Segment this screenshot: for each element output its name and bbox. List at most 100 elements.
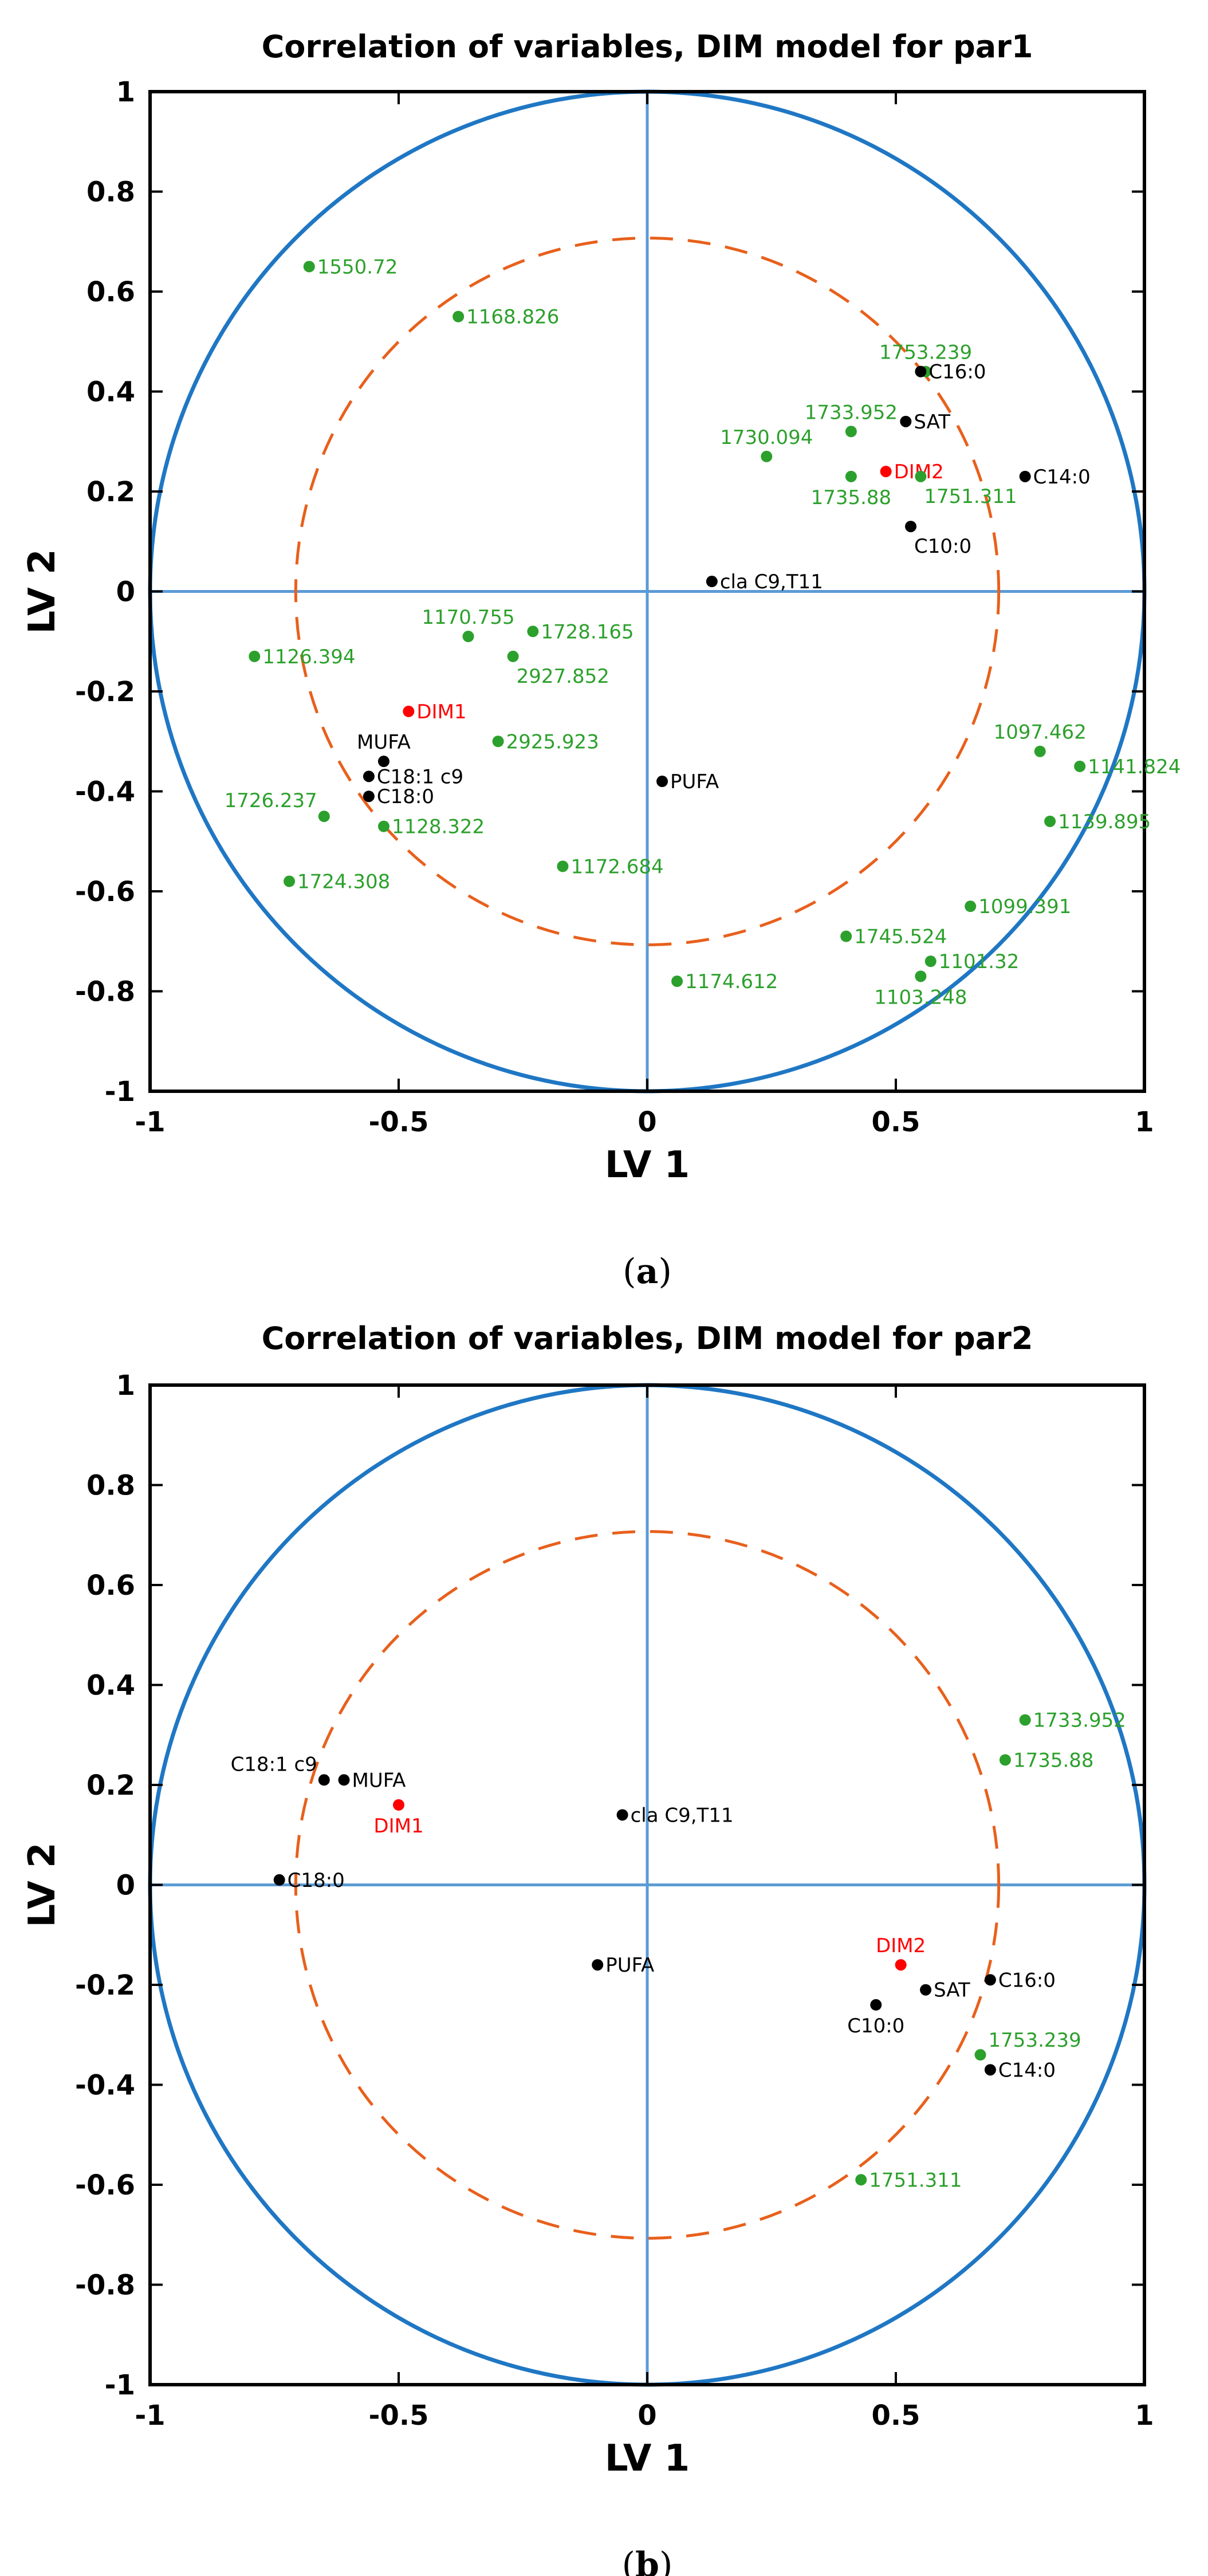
y-tick-label: 0.2: [86, 476, 135, 508]
point-wavenumber: [492, 736, 504, 748]
point-label: SAT: [914, 411, 950, 434]
point-label: cla C9,T11: [720, 571, 823, 593]
point-label: 1733.952: [1033, 1709, 1126, 1732]
point-label: C18:1 c9: [231, 1753, 317, 1776]
point-dummy: [895, 1959, 907, 1971]
point-variable: [984, 1974, 996, 1986]
point-variable: [905, 521, 917, 533]
point-label: 1141.824: [1088, 756, 1181, 778]
point-label: C16:0: [998, 1969, 1056, 1992]
point-variable: [273, 1874, 285, 1886]
point-label: 1735.88: [811, 486, 892, 509]
point-wavenumber: [924, 955, 937, 968]
point-label: 1735.88: [1013, 1749, 1094, 1772]
point-label: 1174.612: [685, 970, 778, 993]
y-tick-label: -0.8: [75, 976, 135, 1008]
point-label: 1753.239: [989, 2029, 1081, 2052]
point-wavenumber: [318, 811, 330, 823]
point-wavenumber: [965, 900, 977, 913]
caption-close-paren: ): [659, 2545, 672, 2576]
point-wavenumber: [527, 626, 539, 638]
x-tick-label: 1: [1135, 2400, 1154, 2432]
y-tick-label: 0.6: [86, 1570, 135, 1602]
point-label: 1730.094: [720, 426, 813, 449]
point-wavenumber: [999, 1754, 1011, 1766]
y-axis-label: LV 2: [21, 1842, 64, 1927]
y-tick-label: 0.4: [86, 1670, 135, 1702]
panel-caption: (b): [622, 2545, 673, 2576]
y-tick-label: -1: [105, 1076, 135, 1108]
point-label: cla C9,T11: [631, 1804, 734, 1827]
point-wavenumber: [1034, 745, 1046, 757]
point-label: 1172.684: [570, 855, 663, 878]
point-wavenumber: [761, 450, 773, 462]
caption-letter: b: [635, 2545, 659, 2576]
point-label: 2925.923: [506, 730, 599, 753]
point-wavenumber: [1044, 815, 1056, 827]
point-label: 1728.165: [541, 620, 633, 643]
x-tick-label: -0.5: [369, 1106, 429, 1138]
point-wavenumber: [452, 310, 465, 323]
point-label: 1745.524: [854, 926, 947, 949]
point-dummy: [403, 705, 415, 717]
point-wavenumber: [557, 860, 569, 872]
x-tick-label: 1: [1135, 1106, 1154, 1138]
x-tick-label: -0.5: [369, 2400, 429, 2432]
y-tick-label: 0.8: [86, 1470, 135, 1502]
x-axis-label: LV 1: [605, 1144, 690, 1186]
y-tick-label: 0.2: [86, 1769, 135, 1802]
chart-panel-b: Correlation of variables, DIM model for …: [21, 1320, 1154, 2576]
y-tick-label: 0: [116, 576, 135, 608]
x-tick-label: -1: [135, 1106, 165, 1138]
point-label: 1103.248: [874, 986, 967, 1009]
point-label: PUFA: [605, 1954, 654, 1977]
y-tick-label: -0.6: [75, 2169, 135, 2201]
point-label: SAT: [934, 1979, 970, 2002]
point-wavenumber: [915, 970, 927, 982]
y-tick-label: 0.6: [86, 276, 135, 308]
point-label: C10:0: [914, 535, 971, 558]
point-label: 1126.394: [262, 646, 355, 668]
point-label: 1753.239: [879, 341, 972, 364]
y-axis-label: LV 2: [21, 549, 64, 634]
inner-dashed-circle: [294, 1530, 1001, 2240]
point-label: 1170.755: [422, 606, 514, 629]
point-label: C18:1 c9: [377, 765, 463, 788]
point-label: 2927.852: [517, 665, 609, 688]
point-label: 1097.462: [994, 721, 1087, 744]
x-tick-label: -1: [135, 2400, 165, 2432]
point-label: C10:0: [847, 2015, 904, 2038]
y-tick-label: 0: [116, 1870, 135, 1902]
y-tick-label: -1: [105, 2369, 135, 2401]
y-tick-label: -0.2: [75, 1969, 135, 2001]
caption-open-paren: (: [622, 2545, 635, 2576]
point-label: DIM2: [876, 1934, 926, 1957]
point-variable: [1019, 470, 1031, 482]
point-label: PUFA: [670, 770, 719, 793]
chart-panel-a: Correlation of variables, DIM model for …: [21, 29, 1181, 1292]
point-wavenumber: [845, 470, 857, 482]
point-wavenumber: [1074, 760, 1086, 772]
point-label: 1550.72: [317, 255, 398, 278]
point-variable: [920, 1984, 932, 1996]
point-wavenumber: [249, 650, 261, 662]
point-label: 1101.32: [939, 950, 1020, 973]
point-label: C16:0: [928, 361, 986, 384]
panel-caption: (a): [623, 1252, 672, 1292]
point-label: 1733.952: [805, 401, 898, 424]
x-tick-label: 0.5: [871, 1106, 920, 1138]
point-variable: [656, 776, 668, 788]
point-wavenumber: [845, 426, 857, 438]
point-dummy: [393, 1799, 404, 1811]
point-label: 1751.311: [924, 485, 1017, 508]
caption-close-paren: ): [658, 1252, 671, 1292]
point-variable: [706, 576, 718, 588]
point-variable: [363, 770, 375, 782]
x-tick-label: 0: [638, 1106, 656, 1138]
y-tick-label: 0.8: [86, 176, 135, 209]
point-variable: [900, 415, 912, 427]
caption-open-paren: (: [623, 1252, 636, 1292]
y-tick-label: -0.8: [75, 2270, 135, 2302]
point-label: C18:0: [377, 785, 434, 808]
inner-dashed-circle: [294, 237, 1001, 946]
